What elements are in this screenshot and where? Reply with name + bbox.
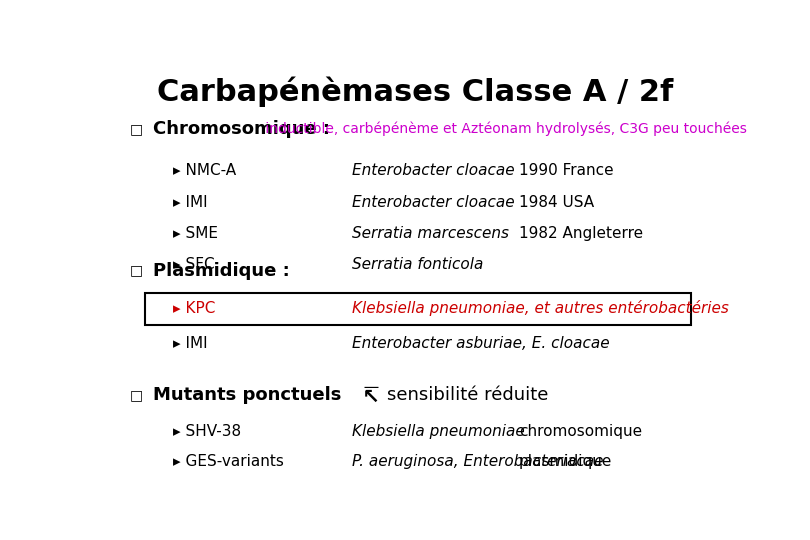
Text: Enterobacter asburiae, E. cloacae: Enterobacter asburiae, E. cloacae xyxy=(352,336,610,351)
Text: 1990 France: 1990 France xyxy=(518,163,613,178)
Text: ▸ SFC: ▸ SFC xyxy=(173,257,215,272)
Text: P. aeruginosa, Enterobacteriacae: P. aeruginosa, Enterobacteriacae xyxy=(352,454,603,469)
Text: 1982 Angleterre: 1982 Angleterre xyxy=(518,226,643,241)
Text: □: □ xyxy=(130,388,143,402)
Text: ▸ GES-variants: ▸ GES-variants xyxy=(173,454,284,469)
Text: Carbapénèmases Classe A / 2f: Carbapénèmases Classe A / 2f xyxy=(157,77,673,107)
Text: □: □ xyxy=(130,264,143,278)
Text: ↸: ↸ xyxy=(362,386,379,406)
Text: Serratia marcescens: Serratia marcescens xyxy=(352,226,509,241)
Text: ▸ SME: ▸ SME xyxy=(173,226,219,241)
Text: chromosomique: chromosomique xyxy=(518,424,642,439)
Text: ▸ IMI: ▸ IMI xyxy=(173,194,208,210)
Text: ▸ NMC-A: ▸ NMC-A xyxy=(173,163,237,178)
Text: Serratia fonticola: Serratia fonticola xyxy=(352,257,484,272)
Text: plasmidique: plasmidique xyxy=(518,454,612,469)
Text: □: □ xyxy=(130,122,143,136)
Text: Klebsiella pneumoniae: Klebsiella pneumoniae xyxy=(352,424,525,439)
Text: 1984 USA: 1984 USA xyxy=(518,194,594,210)
FancyBboxPatch shape xyxy=(145,293,691,325)
Text: ▸ KPC: ▸ KPC xyxy=(173,301,215,315)
Text: Klebsiella pneumoniae, et autres entérobactéries: Klebsiella pneumoniae, et autres entérob… xyxy=(352,300,729,316)
Text: Plasmidique :: Plasmidique : xyxy=(153,261,289,280)
Text: ▸ IMI: ▸ IMI xyxy=(173,336,208,351)
Text: Enterobacter cloacae: Enterobacter cloacae xyxy=(352,163,515,178)
Text: Chromosomique :: Chromosomique : xyxy=(153,120,330,138)
Text: sensibilité réduite: sensibilité réduite xyxy=(387,386,548,404)
Text: ▸ SHV-38: ▸ SHV-38 xyxy=(173,424,241,439)
Text: Enterobacter cloacae: Enterobacter cloacae xyxy=(352,194,515,210)
Text: inductible, carbépénème et Aztéonam hydrolysés, C3G peu touchées: inductible, carbépénème et Aztéonam hydr… xyxy=(261,122,747,137)
Text: Mutants ponctuels: Mutants ponctuels xyxy=(153,386,341,404)
